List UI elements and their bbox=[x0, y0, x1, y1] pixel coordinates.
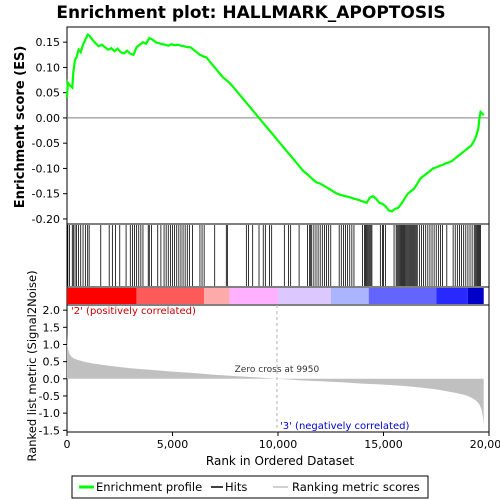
ranking-metric-area bbox=[67, 332, 484, 427]
x-axis: 0 5,000 10,000 15,000 20,000 bbox=[64, 432, 500, 451]
heatmap-segment bbox=[368, 288, 437, 304]
heatmap-panel bbox=[66, 286, 490, 306]
es-y-tick-label: 0.05 bbox=[36, 87, 61, 100]
chart-title: Enrichment plot: HALLMARK_APOPTOSIS bbox=[56, 3, 445, 23]
es-y-tick-label: -0.15 bbox=[32, 188, 60, 201]
es-y-tick-label: -0.10 bbox=[32, 162, 60, 175]
heatmap-segment bbox=[229, 288, 278, 304]
metric-y-tick-label: -1.0 bbox=[39, 407, 60, 420]
x-tick-label: 0 bbox=[64, 438, 71, 451]
es-y-axis: 0.15 0.10 0.05 0.00 -0.05 -0.10 -0.15 -0.20 bbox=[32, 36, 67, 226]
metric-y-tick-label: 1.0 bbox=[43, 338, 61, 351]
es-y-tick-label: 0.15 bbox=[36, 36, 61, 49]
x-tick-label: 10,000 bbox=[259, 438, 298, 451]
heatmap-segment bbox=[436, 288, 468, 304]
legend-hits-label: Hits bbox=[225, 480, 247, 494]
metric-y-tick-label: 2.0 bbox=[43, 304, 61, 317]
negative-correlation-label: '3' (negatively correlated) bbox=[280, 421, 409, 432]
enrichment-profile-line bbox=[65, 32, 485, 213]
heatmap-segment bbox=[67, 288, 137, 304]
es-y-tick-label: 0.00 bbox=[36, 112, 61, 125]
es-panel: 0.15 0.10 0.05 0.00 -0.05 -0.10 -0.15 -0.20 Enr… bbox=[13, 26, 490, 226]
heatmap-segment bbox=[467, 288, 484, 304]
x-tick-label: 5,000 bbox=[157, 438, 189, 451]
heatmap-segment bbox=[278, 288, 331, 304]
heatmap-segment bbox=[204, 288, 230, 304]
legend: Enrichment profile Hits Ranking metric s… bbox=[71, 475, 429, 499]
metric-y-tick-label: 0.5 bbox=[43, 356, 61, 369]
heatmap-segment bbox=[136, 288, 205, 304]
metric-y-tick-label: -0.5 bbox=[39, 390, 60, 403]
heatmap-band bbox=[67, 288, 484, 304]
metric-panel: 2.0 1.5 1.0 0.5 0.0 -0.5 -1.0 -1.5 Zero cross a… bbox=[25, 270, 490, 462]
metric-y-tick-label: 1.5 bbox=[43, 321, 61, 334]
metric-y-axis: 2.0 1.5 1.0 0.5 0.0 -0.5 -1.0 -1.5 bbox=[39, 304, 67, 437]
x-tick-label: 15,000 bbox=[364, 438, 403, 451]
legend-metric-label: Ranking metric scores bbox=[292, 480, 420, 494]
zero-cross-label: Zero cross at 9950 bbox=[235, 365, 320, 375]
metric-plot-frame bbox=[66, 304, 490, 433]
hits-panel bbox=[66, 223, 490, 288]
hit-marks bbox=[67, 225, 481, 286]
es-y-tick-label: -0.05 bbox=[32, 137, 60, 150]
heatmap-segment bbox=[330, 288, 369, 304]
metric-y-axis-label: Ranked list metric (Signal2Noise) bbox=[25, 270, 39, 461]
es-y-tick-label: -0.20 bbox=[32, 213, 60, 226]
es-y-axis-label: Enrichment score (ES) bbox=[13, 46, 28, 209]
es-y-tick-label: 0.10 bbox=[36, 61, 61, 74]
x-axis-label: Rank in Ordered Dataset bbox=[206, 454, 354, 468]
metric-y-tick-label: 0.0 bbox=[43, 373, 61, 386]
legend-box bbox=[71, 475, 429, 499]
x-tick-label: 20,000 bbox=[470, 438, 500, 451]
legend-enrichment-label: Enrichment profile bbox=[96, 480, 202, 494]
es-plot-frame bbox=[66, 26, 490, 225]
positive-correlation-label: '2' (positively correlated) bbox=[71, 306, 196, 317]
metric-y-tick-label: -1.5 bbox=[39, 424, 60, 437]
